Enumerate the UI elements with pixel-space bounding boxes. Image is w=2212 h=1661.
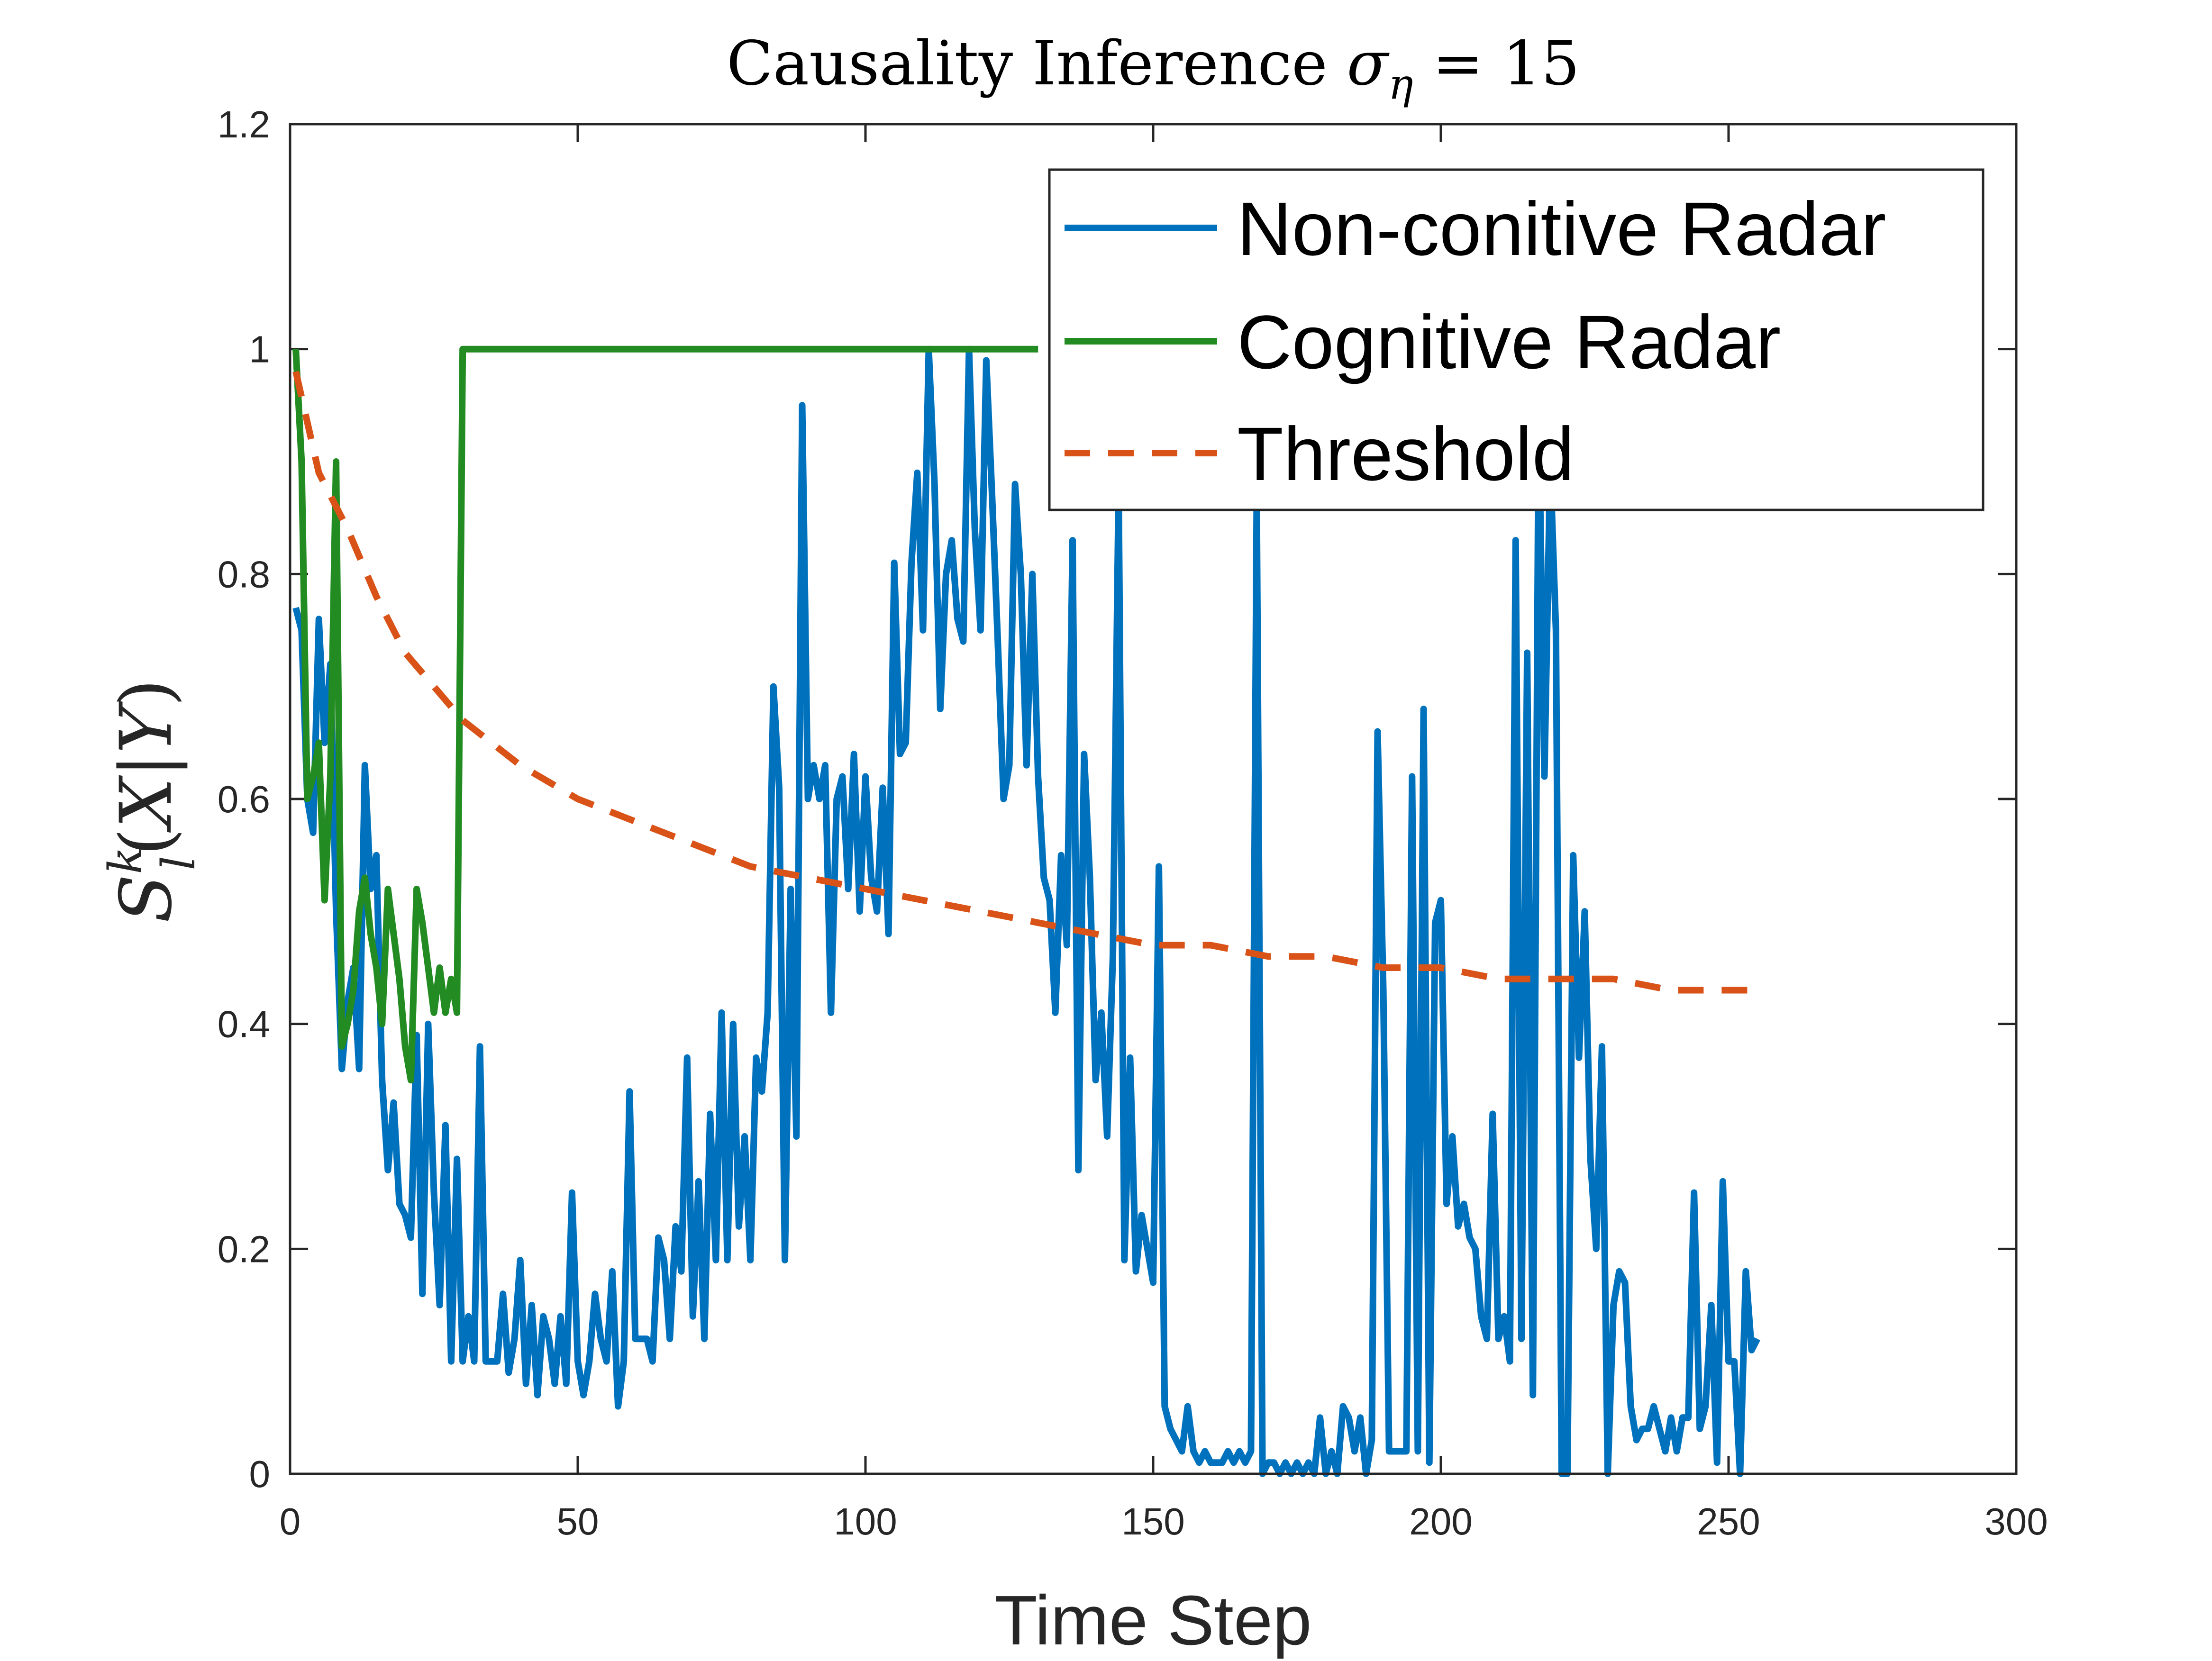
x-tick-label: 0 <box>280 1500 301 1543</box>
y-axis-label: Skl(X|Y) <box>99 679 205 923</box>
y-tick-label: 1.2 <box>218 103 270 145</box>
tick-labels: 0 50 100 150 200 250 300 0 0.2 0.4 0.6 0.8 1 1.2 <box>218 103 2048 1543</box>
y-label-x: X <box>105 775 188 833</box>
y-tick-label: 1 <box>249 328 271 371</box>
x-tick-label: 200 <box>1409 1500 1472 1543</box>
title-subscript: η <box>1388 60 1413 109</box>
y-tick-label: 0.2 <box>218 1228 270 1270</box>
x-axis-label: Time Step <box>995 1581 1312 1659</box>
y-tick-label: 0.4 <box>218 1003 270 1045</box>
series-line-non-conitive-radar <box>292 345 1760 1477</box>
x-tick-label: 100 <box>834 1500 897 1543</box>
y-label-open: ( <box>105 828 188 856</box>
axes-frame <box>289 123 2018 1475</box>
title-sigma: σ <box>1347 28 1390 99</box>
series-line-cognitive-radar <box>292 345 1038 1084</box>
x-tick-label: 50 <box>557 1500 599 1543</box>
y-label-y: Y <box>105 701 188 753</box>
y-tick-label: 0.8 <box>218 553 270 595</box>
legend-label-cognitive-radar: Cognitive Radar <box>1237 300 1781 384</box>
x-tick-label: 300 <box>1984 1500 2048 1543</box>
y-label-sup: k <box>99 847 152 874</box>
y-tick-label: 0.6 <box>218 778 270 820</box>
x-tick-label: 150 <box>1121 1500 1184 1543</box>
chart-title: Causality Inference ση = 15 <box>727 28 1580 109</box>
title-prefix: Causality Inference <box>727 28 1347 99</box>
svg-text:Skl(X|Y): Skl(X|Y) <box>99 679 205 923</box>
y-label-close: ) <box>105 679 188 707</box>
legend: Non-conitive Radar Cognitive Radar Thres… <box>1048 168 1984 511</box>
y-label-bar: | <box>105 753 188 778</box>
x-tick-label: 250 <box>1697 1500 1760 1543</box>
legend-label-non-conitive-radar: Non-conitive Radar <box>1237 186 1886 271</box>
series-line-threshold <box>292 371 1757 994</box>
legend-label-threshold: Threshold <box>1237 411 1574 496</box>
y-tick-label: 0 <box>249 1453 271 1495</box>
title-suffix: = 15 <box>1413 28 1580 99</box>
y-label-sub: l <box>152 856 205 871</box>
series-layer <box>292 345 1760 1477</box>
y-label-s: S <box>105 874 188 923</box>
